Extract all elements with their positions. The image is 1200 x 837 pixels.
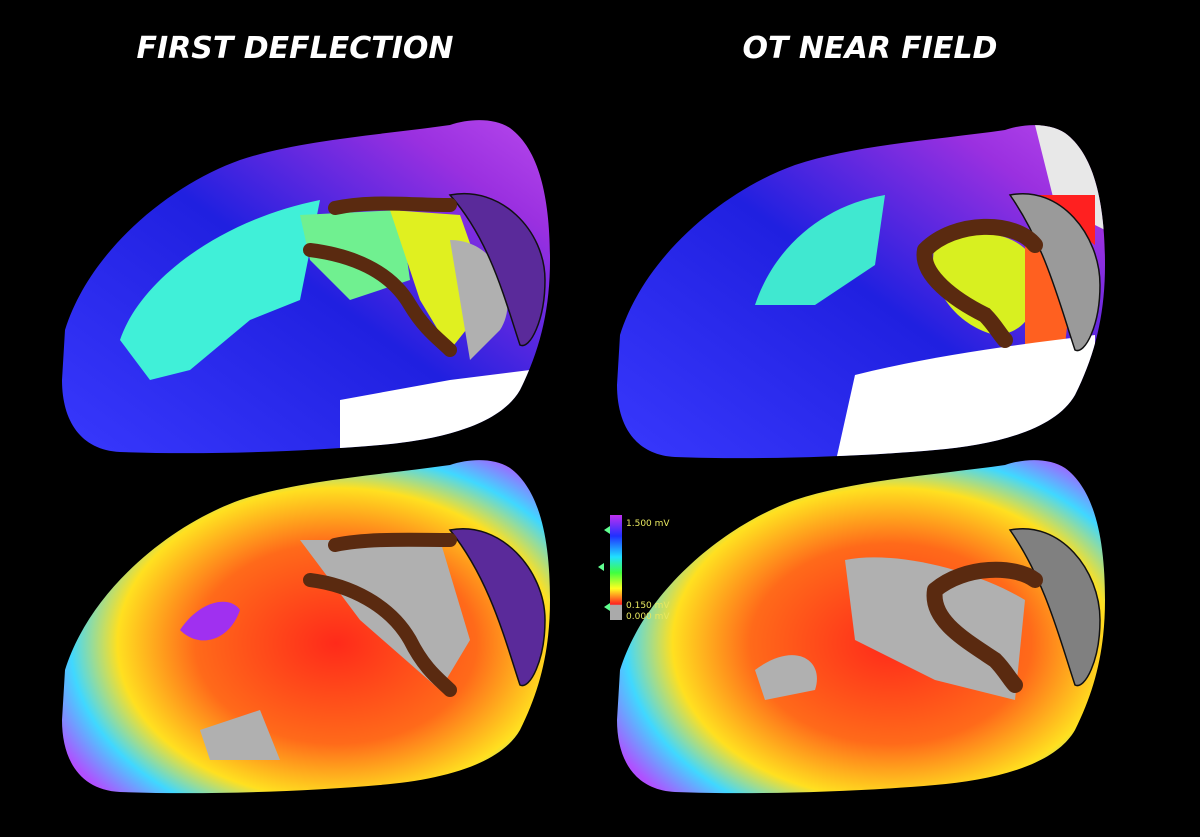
panel-title: FIRST DEFLECTION	[136, 31, 453, 66]
scale-marker	[598, 526, 610, 611]
voltage-map	[62, 460, 550, 794]
scale-label: 1.500 mV	[626, 519, 670, 529]
panel-title: OT NEAR FIELD	[743, 31, 998, 66]
voltage-map	[617, 125, 1105, 459]
lesion-line	[926, 561, 1043, 693]
voltage-map	[62, 120, 550, 454]
lesion-line	[303, 196, 457, 357]
color-scale	[610, 515, 622, 620]
color-bar: 1.500 mV 0.150 mV 0.000 mV	[598, 515, 670, 622]
voltage-map	[617, 460, 1105, 794]
scale-label: 0.000 mV	[626, 612, 670, 622]
scale-label: 0.150 mV	[626, 601, 670, 611]
lesion-line	[303, 532, 457, 697]
lesion-line	[916, 218, 1043, 348]
